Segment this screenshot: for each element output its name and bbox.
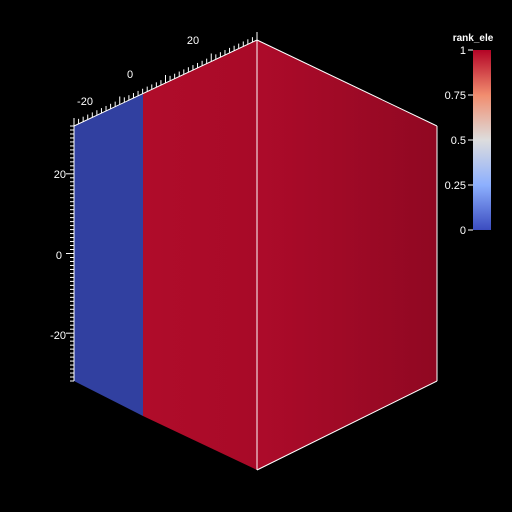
- left-face-low-region: [74, 94, 143, 416]
- right-face: [257, 40, 437, 470]
- left-axis-ticks: [66, 125, 74, 382]
- top-axis-label-neg20: -20: [77, 96, 93, 108]
- scalar-bar-label-0: 0: [460, 225, 466, 237]
- left-face-high-region: [143, 40, 257, 470]
- scalar-bar-label-1: 1: [460, 45, 466, 57]
- left-axis-label-20: 20: [54, 169, 66, 181]
- scalar-bar-label-075: 0.75: [445, 90, 466, 102]
- cube-right-top-edge: [256, 39, 438, 127]
- scalar-bar[interactable]: rank_ele 1 0.75 0.5 0.25 0: [445, 33, 494, 237]
- scalar-bar-ticks: [468, 49, 473, 231]
- left-axis-label-0: 0: [56, 250, 62, 262]
- cube-mesh: [74, 39, 438, 471]
- top-axis-label-0: 0: [127, 69, 133, 81]
- scalar-bar-title: rank_ele: [453, 33, 494, 44]
- top-axis-ticks: [73, 32, 258, 126]
- left-axis-label-neg20: -20: [50, 330, 66, 342]
- axes-grid: 20 0 -20 20 0 -20: [50, 32, 258, 382]
- top-axis-label-20: 20: [187, 35, 199, 47]
- scalar-bar-gradient: [473, 50, 491, 230]
- scalar-bar-label-05: 0.5: [451, 135, 466, 147]
- cube-right-bottom-edge: [256, 380, 438, 471]
- scalar-bar-label-025: 0.25: [445, 180, 466, 192]
